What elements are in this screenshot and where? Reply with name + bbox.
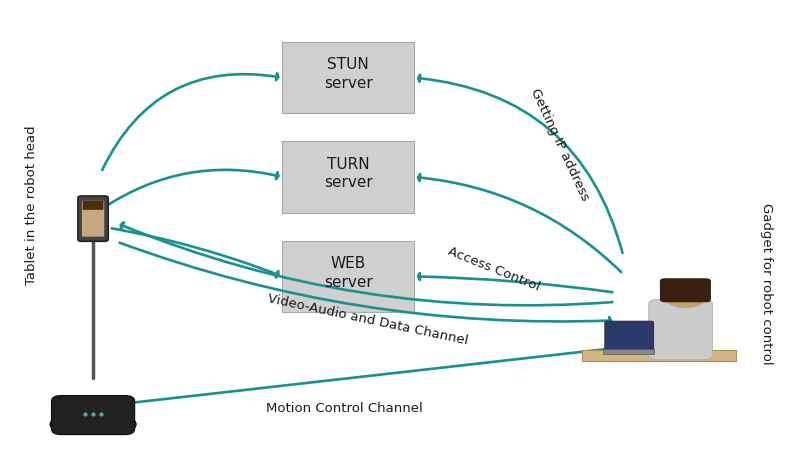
Circle shape (663, 282, 708, 308)
Circle shape (110, 417, 136, 432)
FancyBboxPatch shape (78, 196, 108, 241)
FancyBboxPatch shape (282, 141, 414, 213)
Text: Motion Control Channel: Motion Control Channel (266, 402, 422, 415)
FancyBboxPatch shape (582, 350, 737, 360)
FancyBboxPatch shape (52, 396, 134, 434)
FancyBboxPatch shape (282, 42, 414, 113)
FancyBboxPatch shape (649, 299, 713, 359)
Text: Getting IP address: Getting IP address (528, 86, 591, 203)
FancyBboxPatch shape (82, 200, 104, 237)
Text: WEB
server: WEB server (324, 256, 373, 290)
Text: Video-Audio and Data Channel: Video-Audio and Data Channel (266, 292, 470, 348)
FancyBboxPatch shape (82, 200, 103, 210)
Text: STUN
server: STUN server (324, 57, 373, 91)
FancyBboxPatch shape (660, 278, 711, 302)
Text: Gadget for robot control: Gadget for robot control (760, 203, 774, 364)
Circle shape (50, 417, 75, 432)
Text: TURN
server: TURN server (324, 157, 373, 190)
Text: Access Control: Access Control (446, 245, 542, 294)
FancyBboxPatch shape (603, 349, 654, 354)
FancyBboxPatch shape (605, 321, 654, 352)
FancyBboxPatch shape (282, 240, 414, 312)
Text: Tablet in the robot head: Tablet in the robot head (25, 125, 38, 285)
